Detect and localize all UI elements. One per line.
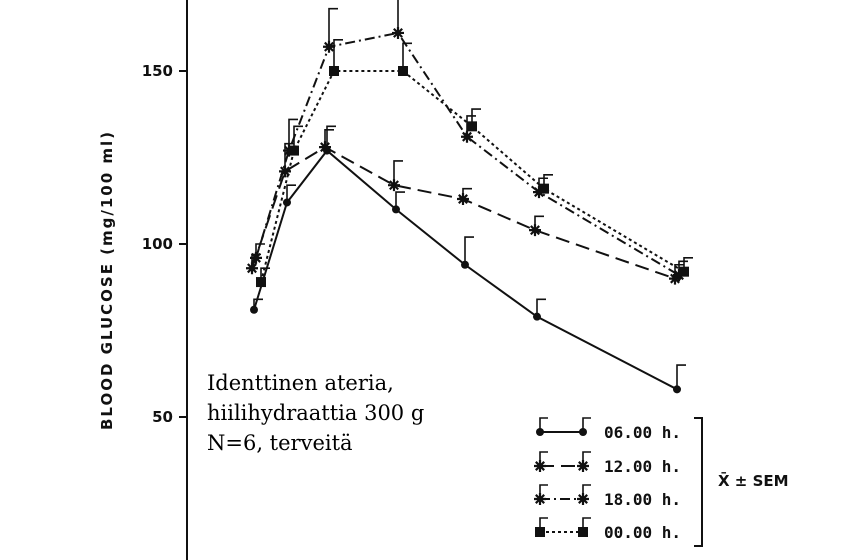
legend-item: 12.00 h. bbox=[534, 451, 681, 476]
data-point bbox=[461, 260, 469, 269]
error-bar bbox=[288, 118, 298, 151]
legend-item: 18.00 h. bbox=[534, 484, 681, 509]
data-point bbox=[467, 121, 477, 132]
legend-error-cap bbox=[582, 417, 591, 432]
y-tick-label: 150 bbox=[142, 62, 173, 80]
data-point bbox=[329, 66, 339, 76]
error-bar bbox=[328, 7, 338, 47]
data-point bbox=[279, 165, 291, 178]
error-bar bbox=[402, 42, 412, 71]
error-bar bbox=[326, 125, 336, 151]
data-point bbox=[319, 141, 331, 154]
annotation-line-2: hiilihydraattia 300 g bbox=[207, 401, 425, 425]
legend-label: 00.00 h. bbox=[604, 523, 681, 542]
sem-label: X̄ ± SEM bbox=[718, 470, 789, 490]
legend-label: 12.00 h. bbox=[604, 457, 681, 476]
error-bar bbox=[397, 0, 399, 33]
data-point bbox=[536, 428, 544, 436]
data-point bbox=[250, 305, 258, 314]
legend-label: 06.00 h. bbox=[604, 423, 681, 442]
data-point bbox=[323, 40, 335, 53]
data-point bbox=[679, 266, 689, 277]
data-point bbox=[246, 262, 258, 275]
series-layer bbox=[246, 0, 693, 394]
data-point bbox=[283, 198, 291, 207]
data-point bbox=[289, 145, 299, 156]
legend-bracket bbox=[694, 417, 703, 547]
data-point bbox=[535, 527, 545, 537]
error-bar bbox=[676, 364, 686, 390]
data-point bbox=[577, 493, 589, 505]
legend-error-cap bbox=[539, 417, 548, 432]
legend-label: 18.00 h. bbox=[604, 490, 681, 509]
series-line bbox=[253, 149, 678, 391]
legend-item: 00.00 h. bbox=[535, 517, 681, 542]
data-point bbox=[457, 193, 469, 206]
error-bar bbox=[393, 160, 403, 186]
series-0000h bbox=[256, 39, 693, 288]
data-point bbox=[250, 251, 262, 264]
annotation: Identtinen ateria, hiilihydraattia 300 g… bbox=[207, 368, 424, 458]
data-point bbox=[392, 26, 404, 39]
y-tick-label: 100 bbox=[142, 235, 173, 253]
data-point bbox=[578, 527, 588, 537]
data-point bbox=[534, 493, 546, 505]
data-point bbox=[529, 224, 541, 237]
series-line bbox=[255, 31, 680, 277]
error-bar bbox=[471, 108, 481, 127]
error-bar bbox=[293, 125, 303, 151]
series-line bbox=[260, 70, 685, 283]
y-axis-label: BLOOD GLUCOSE (mg/100 ml) bbox=[98, 130, 116, 430]
error-bar bbox=[536, 298, 546, 317]
data-point bbox=[539, 183, 549, 194]
legend: 06.00 h. 12.00 h. 18.00 h. 00.00 h. X̄ ± SEM bbox=[534, 417, 789, 547]
annotation-line-3: N=6, terveitä bbox=[207, 431, 353, 455]
series-1800h bbox=[250, 0, 688, 282]
error-bar bbox=[333, 39, 343, 71]
data-point bbox=[533, 312, 541, 321]
annotation-line-1: Identtinen ateria, bbox=[207, 371, 394, 395]
data-point bbox=[673, 385, 681, 394]
data-point bbox=[579, 428, 587, 436]
data-point bbox=[388, 179, 400, 192]
error-bar bbox=[286, 184, 296, 203]
data-point bbox=[256, 277, 266, 288]
data-point bbox=[398, 66, 408, 76]
y-tick-label: 50 bbox=[152, 408, 173, 426]
legend-item: 06.00 h. bbox=[536, 417, 681, 442]
data-point bbox=[392, 205, 400, 214]
y-ticks: 50 100 150 bbox=[142, 62, 187, 426]
data-point bbox=[534, 460, 546, 472]
data-point bbox=[461, 130, 473, 143]
data-point bbox=[577, 460, 589, 472]
error-bar bbox=[395, 191, 405, 210]
series-0600h bbox=[250, 125, 686, 394]
error-bar bbox=[464, 236, 474, 265]
